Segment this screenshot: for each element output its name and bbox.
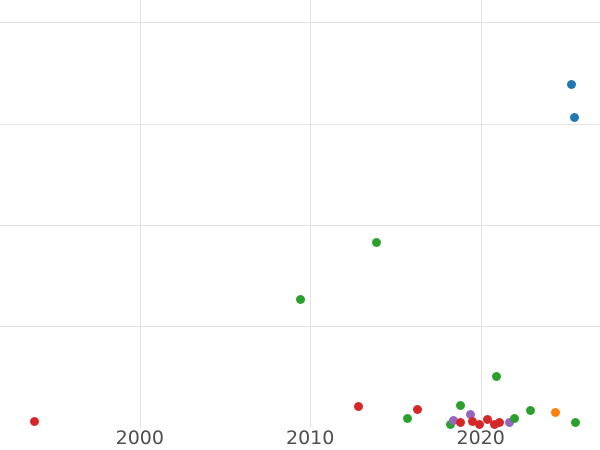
data-point-red: [413, 405, 423, 414]
data-point-green: [491, 371, 501, 381]
data-point-blue: [566, 79, 576, 89]
data-point-purple: [466, 410, 475, 419]
horizontal-gridline: [0, 123, 600, 125]
vertical-gridline: [310, 0, 312, 428]
x-tick-label-2000: 2000: [115, 427, 164, 449]
x-tick-label-2010: 2010: [286, 427, 335, 449]
horizontal-gridline: [0, 326, 600, 328]
data-point-green: [570, 418, 580, 428]
data-point-red: [474, 419, 484, 429]
data-point-red: [494, 417, 504, 427]
data-point-green: [525, 406, 535, 415]
data-point-red: [455, 418, 465, 428]
data-point-red: [353, 401, 363, 411]
data-point-red: [483, 414, 492, 424]
data-point-green: [510, 414, 520, 424]
data-point-purple: [505, 417, 515, 427]
data-point-red: [489, 419, 499, 429]
data-point-orange: [551, 408, 561, 417]
data-point-green: [455, 400, 465, 410]
horizontal-gridline: [0, 22, 600, 24]
horizontal-gridline: [0, 225, 600, 226]
data-point-green: [372, 237, 382, 247]
data-point-red: [30, 417, 40, 427]
x-tick-label-2020: 2020: [456, 427, 505, 449]
data-point-red: [467, 417, 477, 427]
data-point-green: [296, 294, 306, 304]
data-point-purple: [448, 416, 458, 426]
vertical-gridline: [480, 0, 482, 428]
data-point-blue: [569, 113, 579, 123]
vertical-gridline: [139, 0, 141, 428]
data-point-green: [402, 414, 412, 424]
